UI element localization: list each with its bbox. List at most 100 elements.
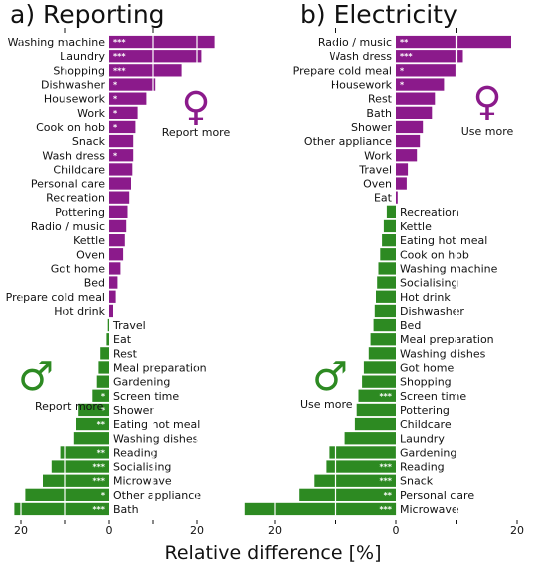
significance-label: * — [113, 95, 118, 104]
bar-screen-time — [92, 389, 109, 402]
bar-shopping — [362, 375, 396, 388]
category-label-radio-music: Radio / music — [31, 220, 105, 233]
category-label-personal-care: Personal care — [31, 178, 105, 191]
bar-snack — [109, 134, 134, 148]
category-label-washing-dishes: Washing dishes — [113, 432, 199, 445]
bar-oven — [109, 248, 124, 261]
category-label-cook-on-hob: Cook on hob — [36, 121, 105, 134]
category-label-gardening: Gardening — [400, 446, 457, 459]
bar-socialising — [51, 460, 109, 473]
category-label-bath: Bath — [366, 107, 392, 120]
bar-washing-machine — [378, 262, 396, 275]
bar-got-home — [363, 361, 396, 374]
category-label-prepare-cold-meal: Prepare cold meal — [6, 291, 105, 304]
bar-radio-music — [109, 219, 127, 233]
significance-label: * — [113, 123, 118, 132]
bar-prepare-cold-meal — [396, 64, 457, 77]
category-label-shower: Shower — [113, 404, 154, 417]
bar-shopping — [109, 64, 182, 77]
category-label-rest: Rest — [368, 93, 393, 106]
category-label-snack: Snack — [72, 135, 106, 148]
category-label-other-appliance: Other appliance — [304, 135, 392, 148]
bar-reading — [326, 460, 396, 473]
category-label-dishwasher: Dishwasher — [400, 305, 464, 318]
significance-label: *** — [379, 477, 392, 486]
bar-gardening — [329, 446, 396, 459]
category-label-washing-dishes: Washing dishes — [400, 347, 486, 360]
category-label-shopping: Shopping — [53, 64, 105, 77]
bar-recreation — [386, 205, 396, 218]
category-label-personal-care: Personal care — [400, 489, 474, 502]
category-label-gardening: Gardening — [113, 376, 170, 389]
category-label-hot-drink: Hot drink — [400, 291, 451, 304]
bar-dishwasher — [374, 304, 396, 318]
significance-label: *** — [379, 505, 392, 514]
category-label-meal-preparation: Meal preparation — [400, 333, 494, 346]
category-label-bed: Bed — [400, 319, 421, 332]
male-symbol-icon: ♂ — [312, 354, 348, 400]
bar-housework — [396, 78, 445, 91]
bar-eat — [106, 333, 109, 346]
panel-title: a) Reporting — [10, 0, 165, 29]
female-note: Report more — [162, 126, 231, 139]
bar-kettle — [383, 219, 396, 233]
significance-label: *** — [92, 477, 105, 486]
significance-label: *** — [113, 52, 126, 61]
significance-label: * — [101, 491, 106, 500]
x-tick-label: 20 — [190, 524, 204, 537]
category-label-shopping: Shopping — [400, 376, 452, 389]
x-tick-label: 0 — [106, 524, 113, 537]
bar-cook-on-hob — [109, 120, 136, 134]
significance-label: *** — [379, 463, 392, 472]
category-label-eat: Eat — [113, 333, 132, 346]
bar-shower — [396, 120, 424, 134]
bar-other-appliance — [25, 488, 109, 501]
bar-eat — [396, 191, 398, 204]
category-label-kettle: Kettle — [400, 220, 432, 233]
bar-rest — [100, 347, 109, 360]
category-label-screen-time: Screen time — [113, 390, 179, 403]
category-label-got-home: Got home — [51, 263, 105, 276]
bar-housework — [109, 92, 147, 105]
bar-oven — [396, 177, 407, 190]
bar-work — [109, 106, 138, 119]
category-label-reading: Reading — [113, 446, 158, 459]
significance-label: ** — [400, 38, 409, 47]
category-label-housework: Housework — [331, 79, 393, 92]
bar-rest — [396, 92, 436, 105]
bar-wash-dress — [109, 149, 134, 162]
category-label-screen-time: Screen time — [400, 390, 466, 403]
bar-radio-music — [396, 35, 511, 49]
category-label-washing-machine: Washing machine — [400, 263, 498, 276]
category-label-reading: Reading — [400, 461, 445, 474]
category-label-travel: Travel — [358, 163, 392, 176]
bar-personal-care — [299, 488, 396, 501]
bar-screen-time — [358, 389, 396, 402]
significance-label: * — [113, 81, 118, 90]
category-label-prepare-cold-meal: Prepare cold meal — [293, 64, 392, 77]
bar-bed — [109, 276, 118, 289]
bar-got-home — [109, 262, 121, 275]
bar-snack — [314, 474, 396, 487]
bar-socialising — [377, 276, 396, 289]
x-axis-label: Relative difference [%] — [165, 542, 382, 564]
category-label-childcare: Childcare — [400, 418, 452, 431]
bar-bed — [373, 318, 396, 332]
category-label-washing-machine: Washing machine — [8, 36, 106, 49]
category-label-laundry: Laundry — [400, 432, 445, 445]
significance-label: * — [400, 66, 405, 75]
category-label-bath: Bath — [113, 503, 139, 516]
x-tick-label: 20 — [510, 524, 524, 537]
category-label-got-home: Got home — [400, 362, 454, 375]
significance-label: * — [113, 109, 118, 118]
category-label-wash-dress: Wash dress — [329, 50, 392, 63]
category-label-eat: Eat — [374, 192, 393, 205]
male-symbol-icon: ♂ — [18, 354, 54, 400]
category-label-socialising: Socialising — [400, 277, 458, 290]
bar-travel — [107, 318, 109, 332]
significance-label: *** — [113, 38, 126, 47]
significance-label: *** — [113, 66, 126, 75]
bar-work — [396, 149, 418, 162]
bar-kettle — [109, 234, 125, 247]
